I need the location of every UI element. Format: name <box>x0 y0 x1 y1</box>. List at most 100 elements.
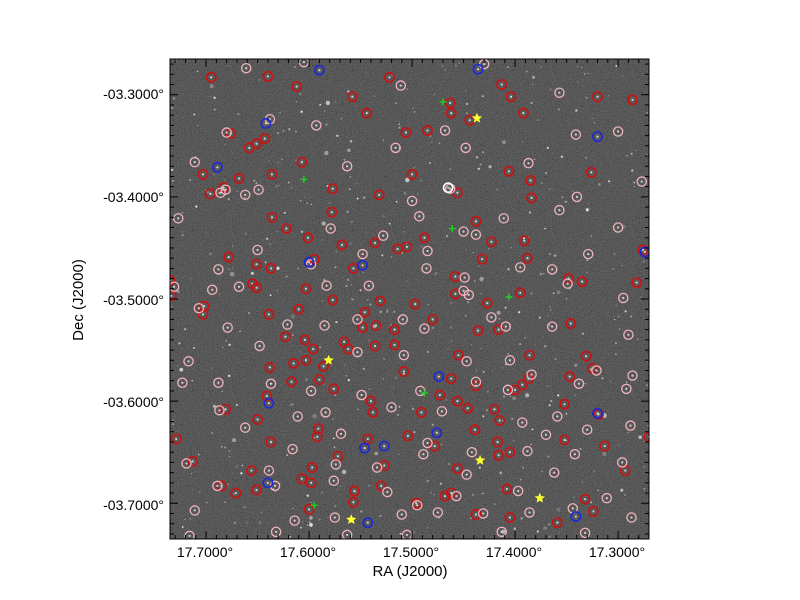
pink-circle-marker <box>514 262 526 273</box>
field-star <box>635 149 637 152</box>
field-star <box>643 466 645 468</box>
field-star <box>435 271 438 274</box>
red-circle-marker <box>501 483 513 495</box>
red-circle-marker <box>503 165 515 177</box>
field-star <box>347 90 350 93</box>
red-circle-marker <box>291 81 303 93</box>
red-circle-marker <box>587 505 599 517</box>
field-star <box>554 358 557 360</box>
field-star <box>550 399 553 403</box>
field-star <box>439 482 442 485</box>
field-star <box>299 351 302 353</box>
field-star <box>172 423 174 426</box>
field-star <box>340 117 343 120</box>
field-star <box>357 408 359 411</box>
pink-circle-marker <box>421 263 432 274</box>
field-star <box>546 385 549 388</box>
field-star <box>171 107 174 109</box>
red-circle-marker <box>383 71 395 83</box>
field-star <box>279 112 281 114</box>
field-star <box>545 172 548 175</box>
pink-circle-marker <box>439 125 451 136</box>
field-star <box>464 314 467 318</box>
field-star <box>589 368 592 371</box>
red-circle-marker <box>251 138 262 150</box>
field-star <box>275 185 278 188</box>
red-circle-marker <box>313 374 325 386</box>
field-star <box>319 103 322 106</box>
field-star <box>309 516 313 520</box>
field-star <box>450 301 453 304</box>
red-circle-marker <box>359 306 371 318</box>
red-circle-marker <box>514 287 526 299</box>
field-star <box>188 178 192 182</box>
field-star <box>488 165 492 169</box>
field-star <box>478 466 481 469</box>
field-star <box>549 306 551 308</box>
field-star <box>349 188 351 190</box>
red-circle-marker <box>389 339 401 351</box>
field-star <box>543 336 545 338</box>
field-star <box>248 312 251 315</box>
field-star <box>398 123 401 125</box>
red-circle-marker <box>445 373 457 385</box>
field-star <box>212 404 216 408</box>
field-star <box>557 108 561 111</box>
field-star <box>428 161 431 164</box>
field-star <box>310 501 312 504</box>
pink-circle-marker <box>341 160 353 172</box>
field-star <box>231 267 234 269</box>
field-star <box>539 66 542 68</box>
field-star <box>347 148 351 153</box>
field-star <box>343 364 346 367</box>
field-star <box>184 328 187 331</box>
field-star <box>575 109 578 112</box>
field-star <box>549 88 552 91</box>
y-tick-label: -03.4000° <box>103 189 164 205</box>
field-star <box>536 530 540 533</box>
field-star <box>301 521 304 523</box>
red-circle-marker <box>347 496 359 508</box>
red-circle-marker <box>300 354 312 366</box>
field-star <box>224 501 226 504</box>
field-star <box>398 126 401 129</box>
field-star <box>172 419 175 422</box>
pink-circle-marker <box>206 284 218 296</box>
field-star <box>193 113 196 116</box>
x-tick-labels: 17.7000° 17.6000° 17.5000° 17.4000° 17.3… <box>177 544 645 560</box>
field-star <box>224 446 227 449</box>
pink-circle-marker <box>311 120 322 131</box>
yellow-star-marker <box>474 454 486 465</box>
field-star <box>291 187 293 189</box>
red-circle-marker <box>409 298 421 310</box>
pink-circle-marker <box>305 385 317 397</box>
field-star <box>197 124 199 127</box>
field-star <box>612 267 615 271</box>
field-star <box>587 203 589 205</box>
field-star <box>546 146 549 150</box>
field-star <box>520 517 523 520</box>
field-star <box>513 440 515 442</box>
field-star <box>574 363 578 367</box>
field-star <box>383 358 385 360</box>
pink-circle-marker <box>512 485 524 497</box>
red-circle-marker <box>296 156 308 168</box>
field-star <box>549 253 551 255</box>
field-star <box>519 479 522 481</box>
pink-circle-marker <box>496 526 507 538</box>
pink-circle-marker <box>319 320 330 331</box>
field-star <box>411 407 415 411</box>
field-star <box>328 201 331 204</box>
sky-image-noise <box>170 59 649 539</box>
field-star <box>290 404 292 406</box>
field-star <box>519 343 521 345</box>
red-circle-marker <box>521 252 533 264</box>
pink-circle-marker <box>328 475 340 487</box>
yellow-star-marker <box>323 354 334 365</box>
field-star <box>299 199 302 202</box>
red-circle-marker <box>262 70 274 82</box>
field-star <box>526 70 528 72</box>
pink-circle-marker <box>502 384 514 396</box>
blue-circle-marker <box>260 117 272 129</box>
field-star <box>400 533 402 535</box>
